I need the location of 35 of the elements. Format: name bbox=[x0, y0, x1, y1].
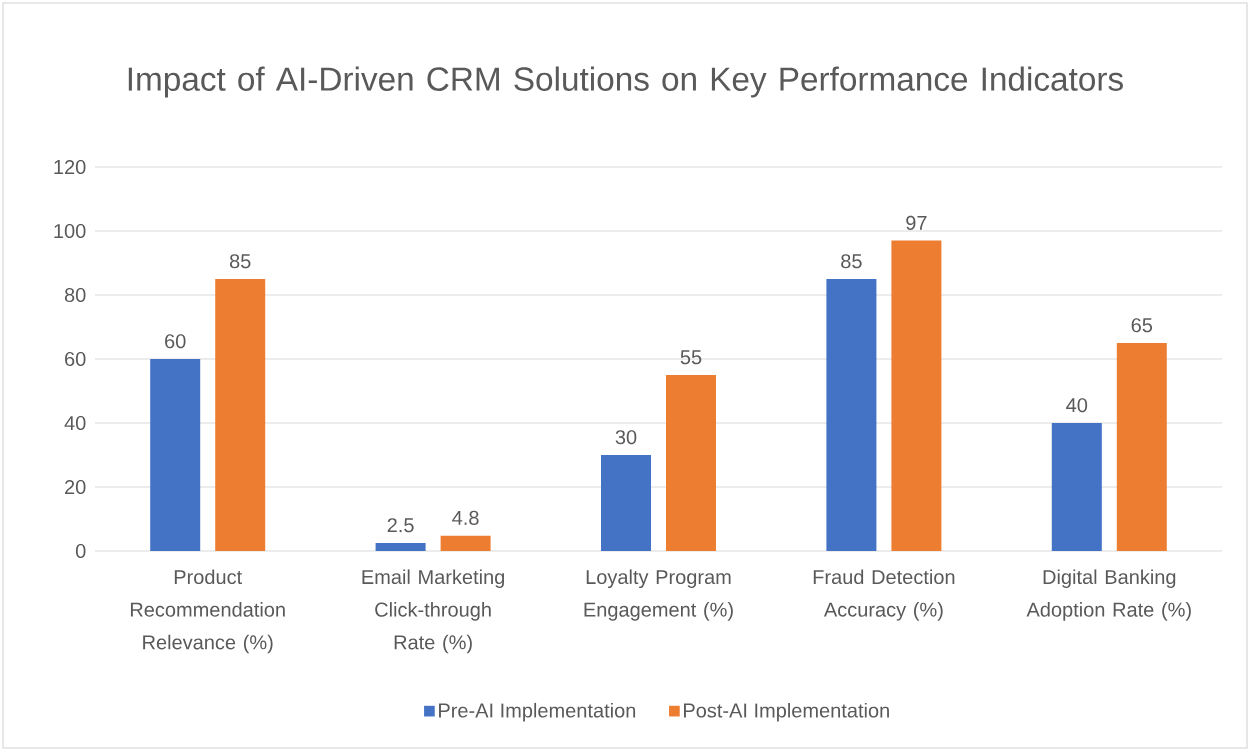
bar bbox=[1116, 343, 1167, 551]
bar bbox=[666, 375, 716, 551]
data-label: 2.5 bbox=[387, 518, 414, 533]
bar bbox=[891, 240, 942, 551]
data-label: 4.8 bbox=[452, 510, 479, 525]
legend-label: Pre-AI Implementation bbox=[439, 702, 636, 722]
bar bbox=[375, 543, 426, 551]
x-tick-label: Fraud Detection Accuracy (%) bbox=[813, 569, 955, 621]
data-label: 97 bbox=[906, 215, 927, 230]
chart-title: Impact of AI-Driven CRM Solutions on Key Performance Indicators bbox=[128, 66, 1123, 98]
x-tick-label: Digital Banking Adoption Rate (%) bbox=[1026, 569, 1191, 621]
bar bbox=[601, 455, 651, 551]
y-tick-label: 60 bbox=[65, 351, 86, 367]
x-tick-label: Email Marketing Click-through Rate (%) bbox=[362, 569, 505, 654]
data-label: 85 bbox=[841, 254, 862, 269]
data-label: 65 bbox=[1131, 318, 1153, 333]
data-label: 60 bbox=[165, 334, 186, 349]
y-tick-label: 80 bbox=[64, 287, 86, 303]
y-tick-label: 100 bbox=[54, 223, 86, 239]
y-tick-label: 120 bbox=[54, 159, 86, 175]
bar bbox=[1051, 423, 1102, 551]
legend-label: Post-AI Implementation bbox=[684, 702, 889, 722]
data-label: 30 bbox=[615, 430, 637, 445]
data-label: 85 bbox=[229, 254, 251, 269]
y-tick-label: 20 bbox=[65, 479, 86, 495]
x-tick-label: Loyalty Program Engagement (%) bbox=[584, 569, 733, 621]
data-label: 55 bbox=[680, 350, 702, 365]
bar bbox=[440, 535, 491, 551]
bar bbox=[150, 359, 201, 551]
y-tick-label: 0 bbox=[75, 543, 86, 559]
bar bbox=[215, 279, 266, 551]
y-tick-label: 40 bbox=[64, 415, 86, 431]
x-tick-label: Product Recommendation Relevance (%) bbox=[130, 569, 285, 654]
bar bbox=[826, 279, 877, 551]
data-label: 40 bbox=[1066, 398, 1088, 413]
